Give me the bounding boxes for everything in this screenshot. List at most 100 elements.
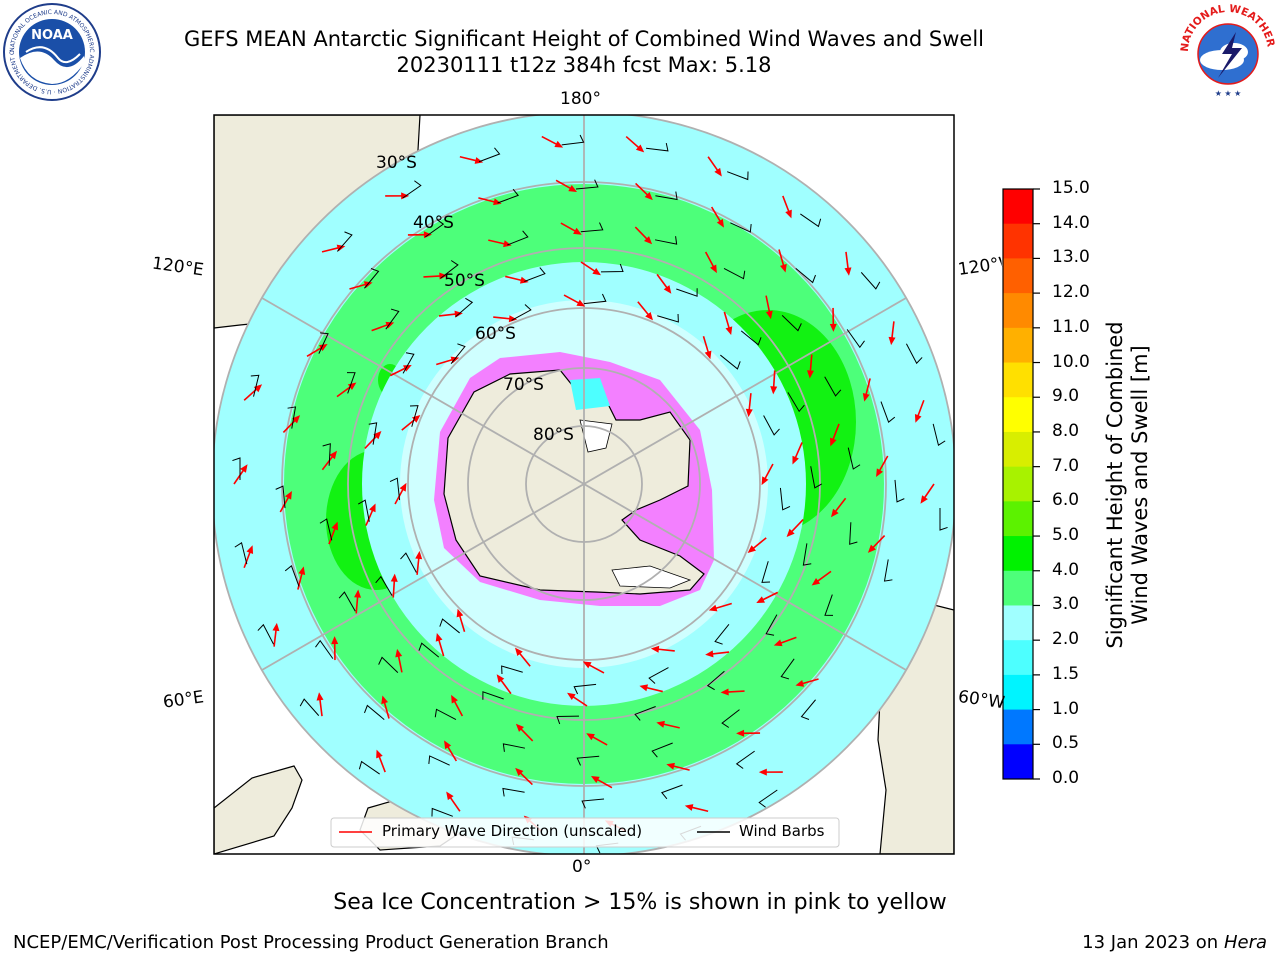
wave-arrow-head (451, 694, 458, 704)
wind-barb (501, 665, 523, 675)
wind-barb (654, 236, 678, 245)
wind-barb (573, 683, 597, 695)
wind-barb (905, 343, 923, 365)
wave-arrow-head (285, 490, 292, 500)
colorbar-segment (1003, 293, 1033, 329)
wind-barb (299, 698, 320, 716)
wind-barb (478, 147, 501, 163)
wind-barb (357, 499, 370, 522)
wind-barb (402, 180, 422, 199)
footer-host: Hera (1223, 932, 1267, 953)
wave-arrow-head (811, 577, 821, 586)
wave-arrow-head (714, 167, 722, 177)
wave-arrow-head (725, 326, 733, 336)
wave-arrow-head (246, 545, 254, 555)
wind-barb (336, 231, 353, 252)
wave-arrow-head (862, 393, 870, 402)
wave-arrow-head (684, 804, 694, 811)
wind-barb (338, 591, 356, 612)
wind-barb (655, 191, 678, 201)
wind-barb (524, 267, 546, 282)
colorbar-segment (1003, 223, 1033, 259)
wave-arrow-head (399, 482, 407, 492)
wind-barb (234, 542, 248, 565)
wind-barb (860, 272, 881, 290)
wind-barb (284, 565, 300, 587)
colorbar-tick-label: 0.5 (1052, 733, 1080, 754)
wind-barb (556, 715, 580, 725)
colorbar-tick-label: 13.0 (1052, 247, 1090, 268)
wave-arrow-head (567, 692, 576, 701)
legend-wave-label: Primary Wave Direction (unscaled) (382, 822, 643, 840)
wave-arrow-head (376, 749, 383, 759)
wave-arrow-head (515, 647, 523, 657)
wind-barb (880, 401, 896, 423)
colorbar-segment (1003, 605, 1033, 641)
wind-barb (418, 642, 440, 658)
colorbar-segment (1003, 744, 1033, 780)
wind-barb (824, 376, 842, 397)
wind-barb (661, 784, 683, 800)
colorbar (1002, 188, 1040, 780)
wind-barb (425, 219, 445, 238)
wave-arrow-head (773, 639, 783, 647)
wave-arrow-head (369, 503, 376, 513)
wave-arrow-head (704, 350, 712, 360)
wave-arrow-head (792, 455, 799, 465)
wind-barb (358, 760, 380, 775)
wind-barb (758, 789, 778, 808)
wave-arrow-head (761, 476, 769, 486)
colorbar-tick-label: 11.0 (1052, 316, 1090, 337)
colorbar-tick-label: 12.0 (1052, 282, 1090, 303)
wind-barb (646, 142, 669, 152)
wind-barb (232, 457, 241, 480)
wave-arrow-head (590, 776, 600, 783)
wave-arrow-head (786, 528, 795, 537)
wind-barb (507, 230, 529, 246)
wind-barb (795, 268, 816, 284)
wind-barb (802, 543, 812, 566)
wave-arrow-head (756, 596, 765, 604)
wind-barb (810, 466, 823, 489)
wave-arrow-head (765, 310, 773, 320)
wave-arrow-head (573, 227, 582, 235)
wave-arrow-head (635, 144, 645, 153)
wind-barb (368, 422, 378, 445)
lat-label-30s: 30°S (376, 153, 417, 173)
wind-barb (800, 699, 816, 720)
wave-arrow-head (656, 720, 665, 728)
wave-arrow-head (515, 723, 524, 732)
wind-barb (894, 479, 905, 503)
wave-arrow-head (650, 645, 660, 653)
wind-barb (720, 354, 741, 370)
wind-barb (883, 559, 893, 582)
wind-barb (378, 656, 399, 674)
wind-barb (319, 518, 333, 541)
wind-barb (676, 288, 698, 297)
wave-arrow-head (708, 604, 718, 612)
wind-barb (763, 415, 780, 436)
wind-barb (824, 594, 834, 616)
colorbar-segment (1003, 674, 1033, 711)
wind-barb (275, 485, 286, 509)
wave-arrow-head (272, 622, 280, 632)
wave-arrow-head (710, 264, 717, 274)
wave-arrow-head (415, 550, 423, 560)
colorbar-segment (1003, 327, 1033, 364)
wind-barb (939, 508, 948, 531)
wave-arrow-head (582, 661, 592, 669)
colorbar-tick-label: 2.0 (1052, 629, 1080, 650)
wind-barb (723, 268, 746, 280)
wind-barb (440, 260, 459, 279)
lat-label-50s: 50°S (444, 271, 485, 291)
colorbar-segment (1003, 258, 1033, 294)
wave-arrow-head (645, 311, 653, 321)
colorbar-segment (1003, 431, 1033, 468)
wave-arrow-head (411, 415, 421, 423)
wind-barb (932, 423, 946, 446)
wind-barb (434, 708, 457, 720)
wind-barb (385, 308, 400, 330)
wind-barb (389, 477, 401, 501)
wind-barb (364, 704, 385, 720)
sea-ice-note: Sea Ice Concentration > 15% is shown in … (333, 890, 947, 915)
